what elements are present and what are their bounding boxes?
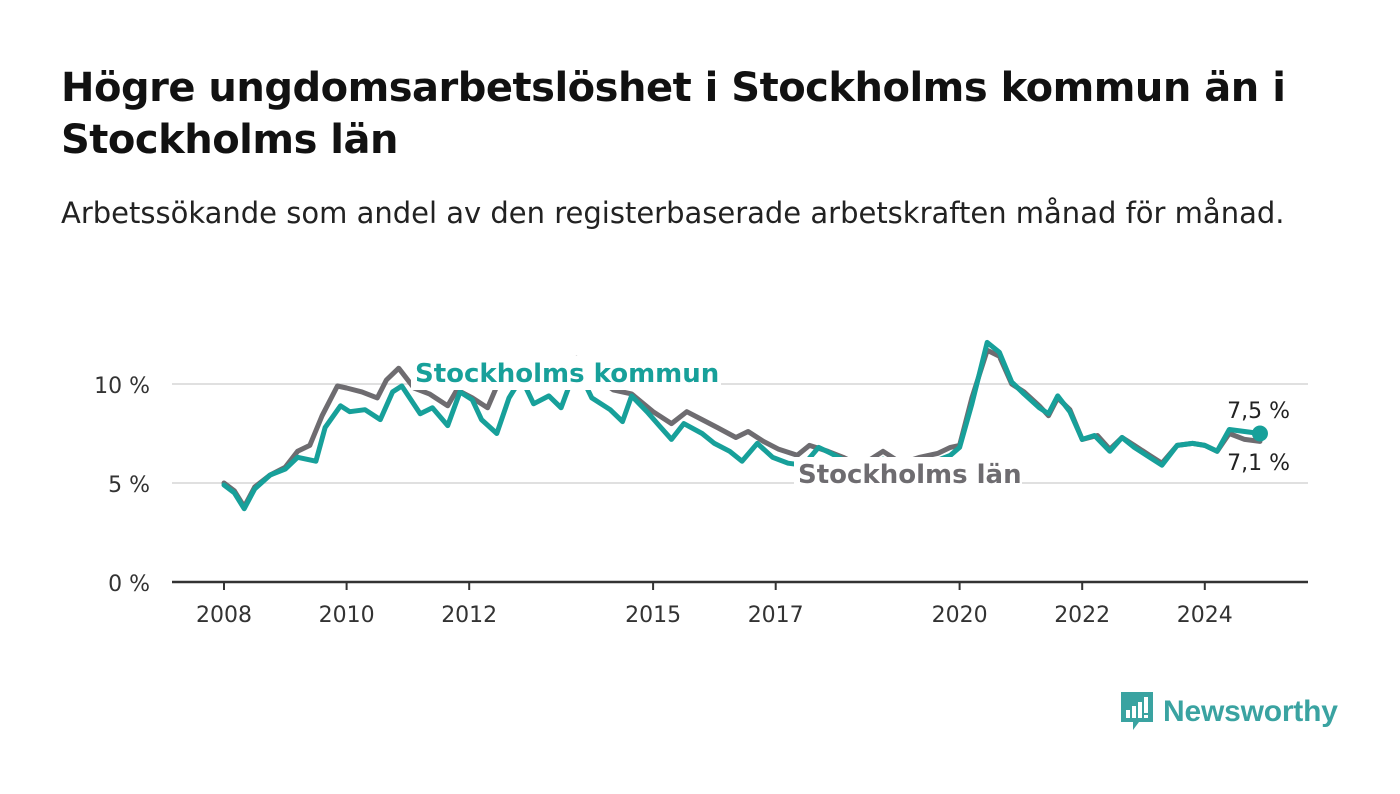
annotation-background: [794, 457, 1022, 491]
end-label-stockholms-lan: 7,1 %: [1227, 451, 1290, 476]
x-tick-label: 2024: [1177, 603, 1233, 628]
x-tick-label: 2017: [748, 603, 804, 628]
y-tick-label: 10 %: [94, 374, 150, 399]
axes: 0 % 5 % 10 % 2008 2010 2012 2015 2017 2020 2022 20…: [94, 374, 1308, 628]
chart-title: Högre ungdomsarbetslöshet i Stockholms k…: [61, 65, 1286, 163]
end-label-stockholms-kommun: 7,5 %: [1227, 399, 1290, 424]
annotation-stockholms-lan: Stockholms län: [798, 460, 1022, 490]
x-tick-label: 2010: [319, 603, 375, 628]
grid-lines: [172, 383, 1308, 484]
series-lines: [221, 339, 1263, 512]
x-tick-label: 2020: [932, 603, 988, 628]
annotations: 7,5 % 7,1 % Stockholms kommun Stockholms lä…: [411, 356, 1290, 491]
logo-wordmark: Newsworthy: [1163, 695, 1338, 728]
x-tick-label: 2012: [441, 603, 497, 628]
y-tick-label: 5 %: [108, 473, 150, 498]
bar-chart-speech-bubble-icon: [1121, 692, 1153, 730]
end-marker-stockholms-kommun: [1251, 425, 1268, 442]
x-tick-label: 2008: [196, 603, 252, 628]
annotation-background: [411, 356, 721, 390]
x-tick-label: 2015: [625, 603, 681, 628]
chart-subtitle: Arbetssökande som andel av den registerb…: [61, 196, 1285, 230]
y-tick-label: 0 %: [108, 572, 150, 597]
newsworthy-logo: Newsworthy: [1119, 690, 1338, 734]
series-line-stockholms-kommun: [221, 339, 1263, 512]
annotation-stockholms-kommun: Stockholms kommun: [415, 359, 719, 389]
x-tick-label: 2022: [1054, 603, 1110, 628]
